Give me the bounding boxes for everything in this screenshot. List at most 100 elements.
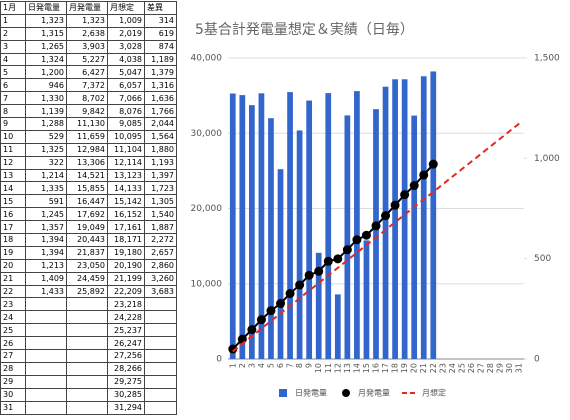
bar bbox=[382, 86, 389, 359]
line-marker bbox=[295, 280, 305, 290]
line-marker bbox=[247, 325, 257, 335]
table-row: 13 1,214 14,521 13,123 1,397 bbox=[0, 168, 177, 183]
line-marker bbox=[276, 299, 286, 309]
line-marker bbox=[361, 230, 371, 240]
table-cell: 619 bbox=[144, 26, 177, 41]
line-marker bbox=[304, 270, 314, 280]
y-tick-label: 40,000 bbox=[191, 54, 223, 64]
table-row: 9 1,288 11,130 9,085 2,044 bbox=[0, 117, 177, 131]
x-tick-label: 28 bbox=[486, 363, 495, 373]
x-tick-label: 3 bbox=[247, 363, 256, 368]
table-row: 21 1,409 24,459 21,199 3,260 bbox=[0, 271, 177, 286]
x-tick-label: 5 bbox=[266, 363, 275, 368]
line-marker bbox=[323, 256, 333, 266]
bar bbox=[354, 91, 360, 360]
x-tick-label: 10 bbox=[314, 363, 323, 373]
bar bbox=[344, 115, 351, 360]
table-row: 31 31,294 bbox=[0, 400, 177, 415]
x-tick-label: 19 bbox=[400, 363, 409, 373]
line-marker bbox=[266, 306, 276, 316]
bar bbox=[401, 79, 408, 360]
line-marker bbox=[371, 221, 381, 231]
chart-title: 5基合計発電量想定＆実績（日毎） bbox=[195, 21, 414, 38]
x-tick-label: 27 bbox=[477, 363, 486, 373]
x-tick-label: 30 bbox=[505, 363, 514, 373]
table-row: 1月 日発電量 月発電量 月想定 差異 bbox=[0, 1, 177, 15]
x-tick-label: 14 bbox=[352, 363, 361, 373]
legend-label: 月想定 bbox=[422, 388, 446, 398]
bar bbox=[420, 76, 427, 359]
line bbox=[232, 122, 520, 353]
bar bbox=[229, 93, 236, 359]
legend-swatch bbox=[342, 389, 350, 397]
legend-label: 日発電量 bbox=[295, 389, 327, 398]
x-tick-label: 9 bbox=[305, 363, 314, 368]
x-tick-label: 13 bbox=[343, 363, 352, 373]
x-tick-label: 20 bbox=[410, 363, 419, 373]
table-row: 23 23,218 bbox=[0, 297, 177, 312]
spreadsheet-table: 1月 日発電量 月発電量 月想定 差異 1 1,323 1,323 1,009 314 2 1,315… bbox=[0, 1, 177, 415]
x-tick-label: 29 bbox=[496, 363, 505, 373]
line-marker bbox=[285, 289, 295, 299]
bar bbox=[392, 79, 398, 360]
legend-swatch bbox=[279, 389, 287, 397]
table-row: 19 1,394 21,837 19,180 2,657 bbox=[0, 245, 177, 260]
x-tick-label: 8 bbox=[295, 363, 304, 368]
bar bbox=[258, 93, 265, 360]
bar bbox=[430, 71, 437, 359]
table-cell: 874 bbox=[144, 39, 177, 54]
table-cell bbox=[144, 400, 177, 415]
table-cell: 1,766 bbox=[144, 104, 177, 119]
table-row: 26 26,247 bbox=[0, 336, 177, 351]
x-tick-label: 24 bbox=[448, 363, 457, 373]
table-row: 7 1,330 8,702 7,066 1,636 bbox=[0, 91, 177, 106]
table-row: 4 1,324 5,227 4,038 1,189 bbox=[0, 52, 177, 67]
bar bbox=[325, 93, 332, 359]
table-row: 15 591 16,447 15,142 1,305 bbox=[0, 194, 177, 209]
bar bbox=[249, 105, 255, 359]
line-marker bbox=[342, 245, 352, 255]
x-tick-label: 22 bbox=[429, 363, 438, 373]
line-marker bbox=[419, 170, 429, 180]
x-tick-label: 18 bbox=[391, 363, 400, 373]
bar bbox=[363, 240, 370, 359]
line bbox=[232, 163, 435, 350]
x-tick-label: 21 bbox=[419, 363, 428, 373]
bar bbox=[239, 95, 246, 359]
bar bbox=[277, 169, 284, 359]
table-row: 29 29,275 bbox=[0, 374, 177, 389]
line-marker bbox=[390, 200, 400, 210]
x-tick-label: 25 bbox=[457, 363, 466, 373]
table-cell: 1,315 bbox=[25, 26, 67, 41]
line-marker bbox=[400, 190, 410, 200]
table-row: 28 28,266 bbox=[0, 361, 177, 376]
table-row: 6 946 7,372 6,057 1,316 bbox=[0, 78, 177, 93]
y2-tick-label: 1,500 bbox=[534, 54, 560, 64]
x-tick-label: 7 bbox=[286, 363, 295, 368]
y-tick-label: 10,000 bbox=[191, 279, 223, 289]
y2-tick-label: 0 bbox=[534, 355, 540, 365]
x-tick-label: 12 bbox=[333, 363, 342, 373]
y-tick-label: 20,000 bbox=[191, 204, 223, 214]
x-tick-label: 15 bbox=[362, 363, 371, 373]
table-row: 25 25,237 bbox=[0, 323, 177, 338]
table-row: 2 1,315 2,638 2,019 619 bbox=[0, 26, 177, 41]
bar bbox=[296, 130, 303, 359]
x-tick-label: 6 bbox=[276, 363, 285, 368]
line-marker bbox=[381, 211, 391, 221]
x-tick-label: 11 bbox=[324, 363, 333, 373]
bar bbox=[334, 294, 341, 359]
x-tick-label: 4 bbox=[257, 363, 266, 368]
bar bbox=[373, 109, 379, 359]
bar bbox=[306, 100, 313, 360]
line-marker bbox=[314, 266, 324, 276]
table-cell: 2,638 bbox=[66, 26, 108, 41]
table-row: 12 322 13,306 12,114 1,193 bbox=[0, 155, 177, 170]
y2-tick-label: 500 bbox=[534, 254, 551, 264]
bar bbox=[411, 115, 418, 359]
line-marker bbox=[333, 254, 343, 264]
table-cell: 2,657 bbox=[144, 245, 177, 260]
table-row: 22 1,433 25,892 22,209 3,683 bbox=[0, 284, 177, 299]
line-marker bbox=[428, 159, 438, 169]
